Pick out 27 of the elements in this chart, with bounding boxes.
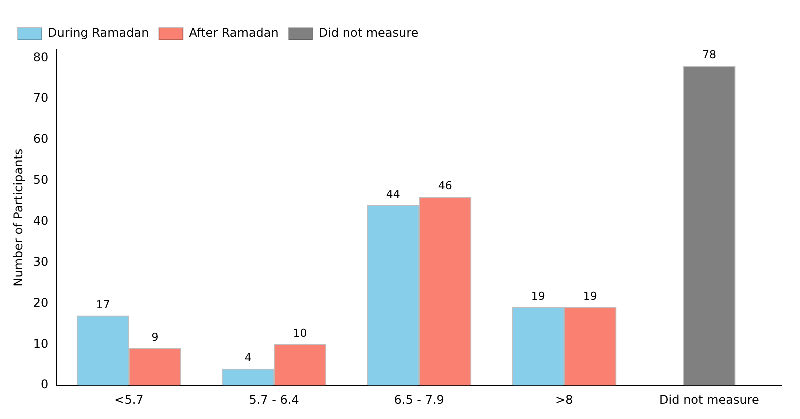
data-label: 44 bbox=[386, 188, 400, 201]
x-tick-label: >8 bbox=[556, 392, 574, 407]
data-label: 9 bbox=[152, 331, 159, 344]
legend-label: During Ramadan bbox=[48, 26, 150, 40]
x-tick-label: 6.5 - 7.9 bbox=[394, 392, 444, 407]
y-tick-label: 30 bbox=[33, 254, 49, 269]
x-tick-label: 5.7 - 6.4 bbox=[249, 392, 300, 407]
y-tick-label: 80 bbox=[33, 50, 49, 64]
legend-label: After Ramadan bbox=[189, 26, 279, 40]
data-label: 4 bbox=[244, 352, 252, 365]
data-label: 19 bbox=[583, 290, 598, 304]
x-tick-label: Did not measure bbox=[660, 392, 760, 407]
y-tick-label: 50 bbox=[33, 173, 49, 188]
y-tick-label: 0 bbox=[41, 378, 49, 392]
y-axis-title: Number of Participants bbox=[11, 148, 26, 287]
data-label: 19 bbox=[531, 290, 546, 304]
data-label: 17 bbox=[96, 298, 110, 312]
y-tick-label: 20 bbox=[33, 296, 49, 310]
data-label: 46 bbox=[438, 180, 452, 193]
y-tick-label: 40 bbox=[33, 214, 49, 228]
legend-label: Did not measure bbox=[318, 26, 419, 40]
y-tick-label: 10 bbox=[33, 336, 49, 351]
y-tick-label: 70 bbox=[33, 91, 49, 106]
data-label: 10 bbox=[293, 327, 308, 340]
x-tick-label: <5.7 bbox=[114, 392, 144, 407]
y-tick-label: 60 bbox=[33, 132, 49, 146]
data-label: 78 bbox=[702, 48, 716, 62]
